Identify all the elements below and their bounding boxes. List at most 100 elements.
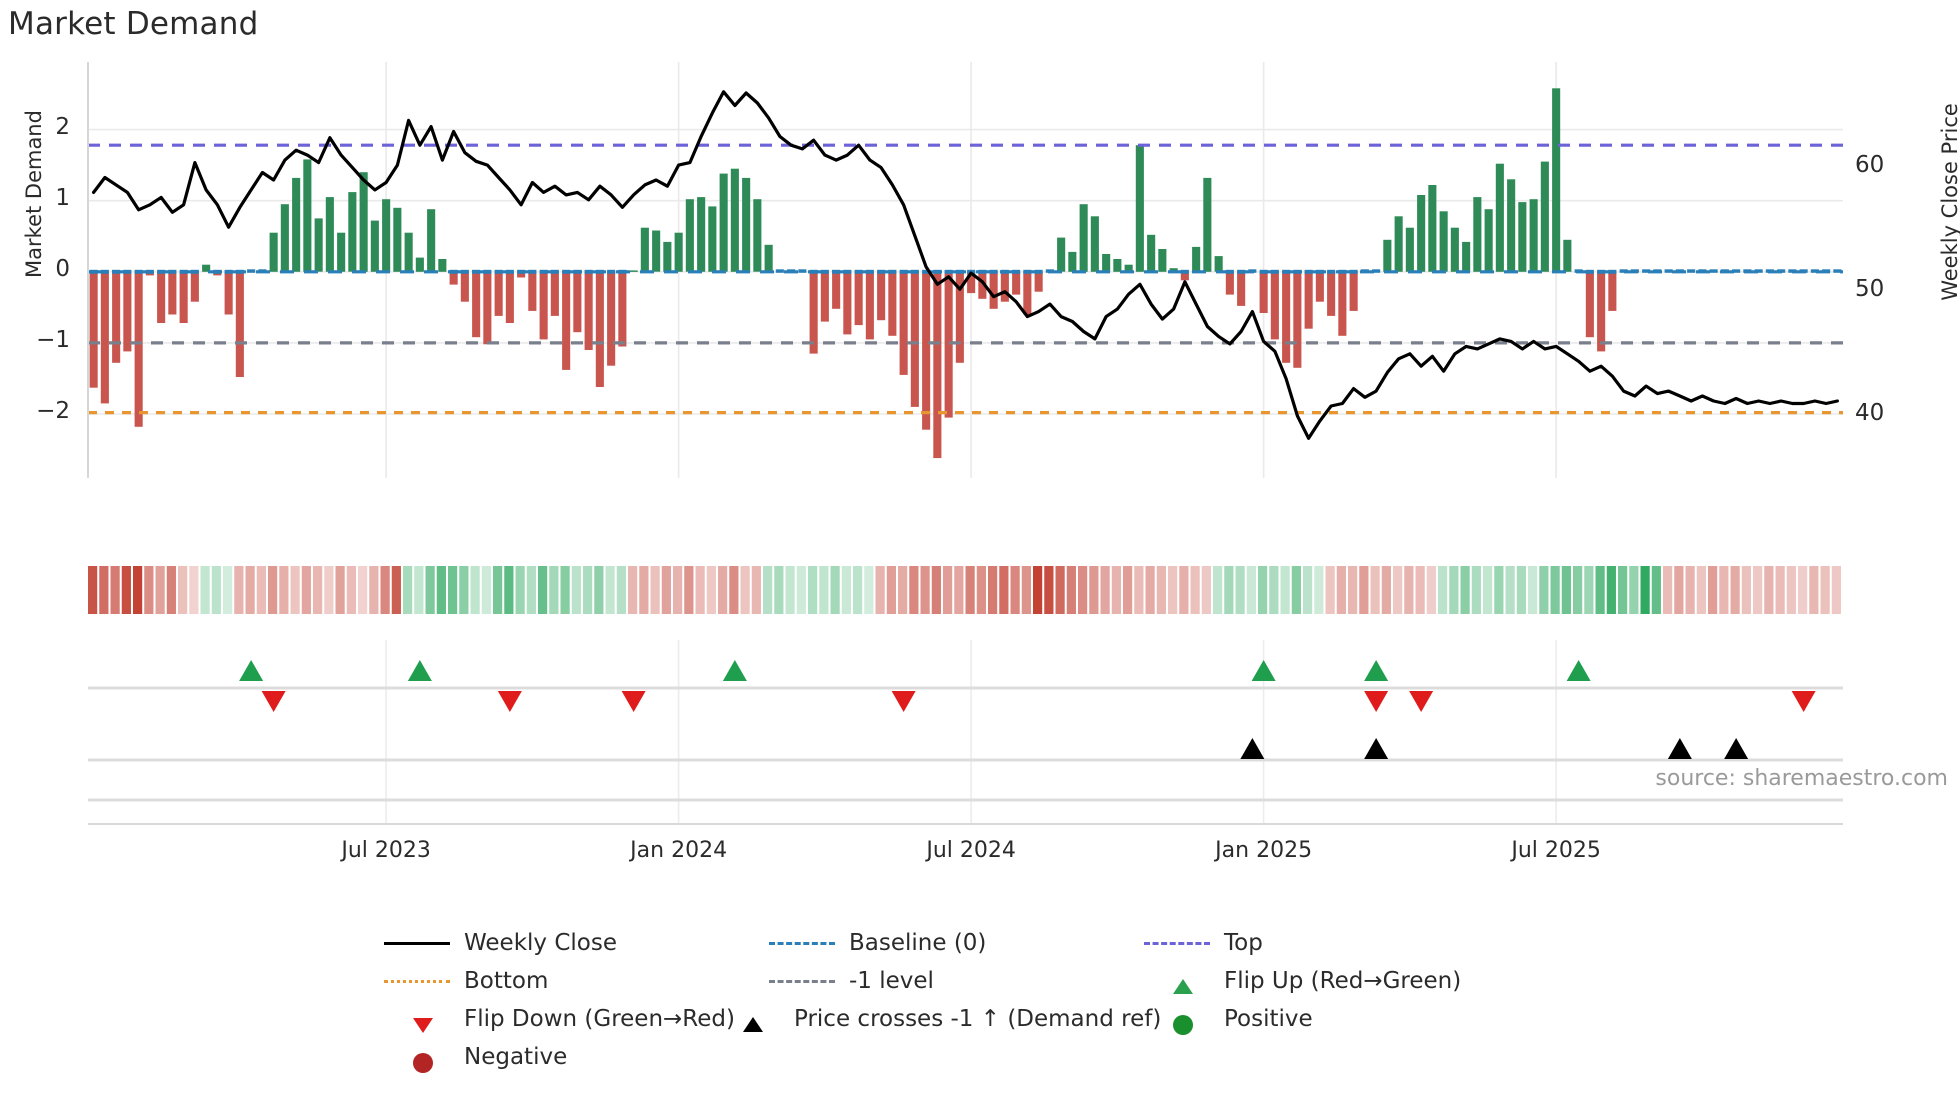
demand-bar-positive [674,232,683,272]
demand-bar-negative [562,271,571,370]
demand-bar-negative [1597,271,1606,352]
demand-bar-negative [179,271,188,323]
strip-cell [436,566,446,614]
strip-cell [234,566,244,614]
demand-bar-positive [348,192,357,272]
legend-item[interactable]: Flip Up (Red→Green) [1140,966,1461,996]
marker-flip-up[interactable] [1364,660,1389,681]
marker-flip-up[interactable] [407,660,432,681]
strip-cell [796,566,806,614]
demand-bar-positive [1529,199,1538,272]
strip-cell [853,566,863,614]
strip-cell [1629,566,1639,614]
marker-flip-down[interactable] [1791,691,1816,712]
demand-bar-negative [505,271,514,323]
demand-bar-negative [607,271,616,366]
demand-bar-zero [1810,269,1819,273]
strip-cell [1606,566,1616,614]
legend-item[interactable]: -1 level [765,966,934,996]
source-annotation: source: sharemaestro.com [1655,766,1948,791]
demand-bar-baseline-cap [1012,269,1021,274]
strip-cell [1359,566,1369,614]
marker-price-cross-minus-one[interactable] [1240,738,1265,759]
marker-price-cross-minus-one[interactable] [1724,738,1749,759]
marker-price-cross-minus-one[interactable] [1364,738,1389,759]
demand-bar-negative [832,271,841,309]
strip-cell [1584,566,1594,614]
legend-item[interactable]: Baseline (0) [765,928,986,958]
strip-cell [448,566,458,614]
demand-bar-positive [1203,177,1212,272]
strip-cell [1595,566,1605,614]
legend-item-label: Top [1224,930,1263,956]
demand-bar-positive [325,197,334,272]
marker-flip-up[interactable] [722,660,747,681]
demand-bar-negative [1304,271,1313,329]
demand-bar-negative [190,271,199,302]
demand-bar-positive [1518,202,1527,272]
strip-cell [1663,566,1673,614]
demand-bar-positive [370,220,379,272]
plot-canvas [87,62,1843,825]
marker-flip-down[interactable] [891,691,916,712]
demand-bar-negative [1034,271,1043,292]
marker-flip-down[interactable] [497,691,522,712]
strip-cell [1336,566,1346,614]
demand-bar-negative [528,271,537,311]
legend-item-label: Flip Up (Red→Green) [1224,968,1462,994]
marker-flip-down[interactable] [261,691,286,712]
strip-cell [988,566,998,614]
demand-bar-positive [1473,197,1482,272]
triangle-up-icon [743,1017,763,1032]
demand-bar-baseline-cap [820,269,829,274]
legend-item[interactable]: Positive [1140,1004,1313,1035]
marker-flip-up[interactable] [1566,660,1591,681]
marker-flip-down[interactable] [621,691,646,712]
demand-bar-positive [730,168,739,272]
demand-bar-positive [202,264,211,272]
strip-cell [166,566,176,614]
demand-bar-negative [865,271,874,340]
strip-cell [403,566,413,614]
demand-bar-positive [697,197,706,272]
demand-bar-negative [494,271,503,316]
strip-cell [1561,566,1571,614]
demand-bar-negative [157,271,166,323]
demand-bar-positive [1192,246,1201,272]
strip-cell [1213,566,1223,614]
strip-cell [1831,566,1841,614]
strip-cell [684,566,694,614]
legend-item[interactable]: Negative [380,1042,567,1073]
marker-flip-down[interactable] [1364,691,1389,712]
strip-cell [594,566,604,614]
demand-bar-negative [1338,271,1347,336]
demand-bar-positive [685,199,694,272]
demand-bar-negative [1282,271,1291,363]
legend-item[interactable]: Bottom [380,966,548,996]
demand-bar-negative [978,271,987,299]
strip-cell [616,566,626,614]
strip-cell [1809,566,1819,614]
strip-cell [909,566,919,614]
strip-cell [504,566,514,614]
demand-bar-positive [1068,251,1077,272]
marker-price-cross-minus-one[interactable] [1667,738,1692,759]
strip-cell [470,566,480,614]
legend-triangle-up-icon [710,1004,784,1034]
legend-item[interactable]: Flip Down (Green→Red) [380,1004,735,1034]
strip-cell [313,566,323,614]
strip-cell [526,566,536,614]
line-dashed-icon [1144,942,1210,945]
marker-flip-up[interactable] [1251,660,1276,681]
demand-bar-negative [1270,271,1279,340]
marker-flip-down[interactable] [1409,691,1434,712]
legend-item[interactable]: Weekly Close [380,928,617,958]
legend-item[interactable]: Price crosses -1 ↑ (Demand ref) [710,1004,1161,1034]
legend-item[interactable]: Top [1140,928,1263,958]
strip-cell [661,566,671,614]
demand-bar-baseline-cap [1282,269,1291,274]
demand-bar-negative [483,271,492,345]
demand-bar-negative [224,271,233,315]
triangle-down-icon [413,1018,433,1033]
marker-flip-up[interactable] [239,660,264,681]
